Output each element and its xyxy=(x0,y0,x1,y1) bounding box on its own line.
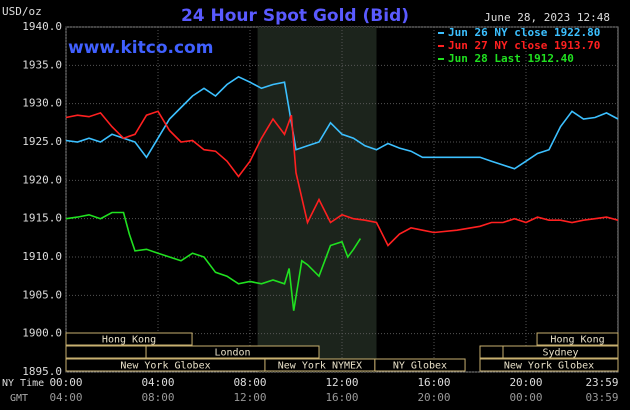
x2-tick-label: 12:00 xyxy=(233,391,266,404)
session-box xyxy=(374,358,466,372)
legend-label: Jun 28 Last 1912.40 xyxy=(448,52,574,65)
session-box xyxy=(65,345,147,359)
x-tick-label: 12:00 xyxy=(325,376,358,389)
highlight-band xyxy=(257,27,377,372)
x-row-label: NY Time xyxy=(2,378,44,389)
y-tick-label: 1900.0 xyxy=(22,327,62,340)
y-tick-label: 1920.0 xyxy=(22,173,62,186)
session-label: London xyxy=(214,348,250,359)
session-label: New York Globex xyxy=(504,361,594,372)
session-label: Hong Kong xyxy=(550,335,604,346)
x2-tick-label: 20:00 xyxy=(417,391,450,404)
site-label: www.kitco.com xyxy=(68,38,213,58)
x2-tick-label: 03:59 xyxy=(585,391,618,404)
x2-tick-label: 00:00 xyxy=(509,391,542,404)
x2-row-label: GMT xyxy=(10,393,28,404)
session-box xyxy=(145,345,320,359)
session-label: Sydney xyxy=(542,348,578,359)
session-box xyxy=(65,332,193,346)
session-box xyxy=(502,345,619,359)
session-label: New York Globex xyxy=(120,361,210,372)
x-tick-label: 16:00 xyxy=(417,376,450,389)
x-tick-label: 20:00 xyxy=(509,376,542,389)
x-tick-label: 08:00 xyxy=(233,376,266,389)
price-line xyxy=(65,110,619,247)
y-tick-label: 1915.0 xyxy=(22,212,62,225)
legend-label: Jun 26 NY close 1922.80 xyxy=(448,26,600,39)
chart-title: 24 Hour Spot Gold (Bid) xyxy=(181,6,409,26)
y-tick-label: 1905.0 xyxy=(22,288,62,301)
timestamp: June 28, 2023 12:48 xyxy=(484,11,610,24)
y-tick-label: 1930.0 xyxy=(22,97,62,110)
session-box xyxy=(536,332,619,346)
y-axis-label: USD/oz xyxy=(2,5,42,18)
session-label: New York NYMEX xyxy=(278,361,362,372)
price-line xyxy=(65,211,362,311)
price-line xyxy=(65,75,619,170)
x2-tick-label: 16:00 xyxy=(325,391,358,404)
x-tick-label: 04:00 xyxy=(141,376,174,389)
y-tick-label: 1940.0 xyxy=(22,20,62,33)
session-label: NY Globex xyxy=(393,361,447,372)
x-tick-label: 00:00 xyxy=(49,376,82,389)
y-tick-label: 1935.0 xyxy=(22,58,62,71)
x-tick-label: 23:59 xyxy=(585,376,618,389)
y-tick-label: 1910.0 xyxy=(22,250,62,263)
session-box xyxy=(479,345,504,359)
session-label: Hong Kong xyxy=(102,335,156,346)
y-tick-label: 1925.0 xyxy=(22,135,62,148)
x2-tick-label: 04:00 xyxy=(49,391,82,404)
y-tick-label: 1895.0 xyxy=(22,365,62,378)
session-box xyxy=(479,358,619,372)
x2-tick-label: 08:00 xyxy=(141,391,174,404)
legend-label: Jun 27 NY close 1913.70 xyxy=(448,39,600,52)
